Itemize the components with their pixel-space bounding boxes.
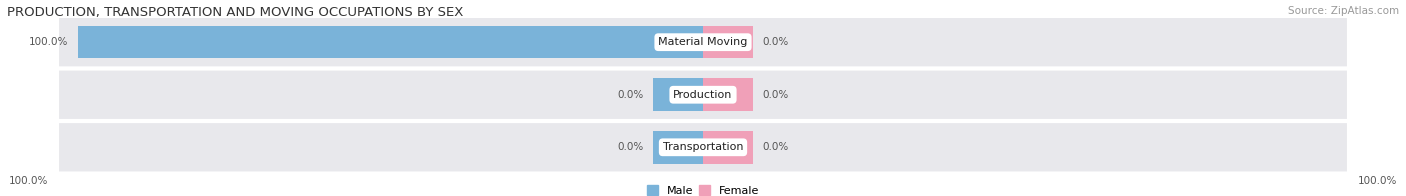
Text: 100.0%: 100.0% [8,176,48,186]
Text: Transportation: Transportation [662,142,744,152]
Bar [703,78,754,111]
FancyBboxPatch shape [59,18,1347,66]
Bar [703,131,754,164]
Text: 0.0%: 0.0% [762,142,789,152]
Text: 0.0%: 0.0% [762,90,789,100]
Text: 0.0%: 0.0% [617,90,644,100]
Bar [652,131,703,164]
Bar [652,78,703,111]
Bar [703,26,754,58]
Text: 100.0%: 100.0% [30,37,69,47]
Text: 0.0%: 0.0% [617,142,644,152]
Legend: Male, Female: Male, Female [647,185,759,196]
Bar [77,26,703,58]
Text: 100.0%: 100.0% [1358,176,1398,186]
Text: Material Moving: Material Moving [658,37,748,47]
Text: PRODUCTION, TRANSPORTATION AND MOVING OCCUPATIONS BY SEX: PRODUCTION, TRANSPORTATION AND MOVING OC… [7,6,464,19]
FancyBboxPatch shape [59,123,1347,172]
FancyBboxPatch shape [59,71,1347,119]
Text: Source: ZipAtlas.com: Source: ZipAtlas.com [1288,6,1399,16]
Text: Production: Production [673,90,733,100]
Text: 0.0%: 0.0% [762,37,789,47]
